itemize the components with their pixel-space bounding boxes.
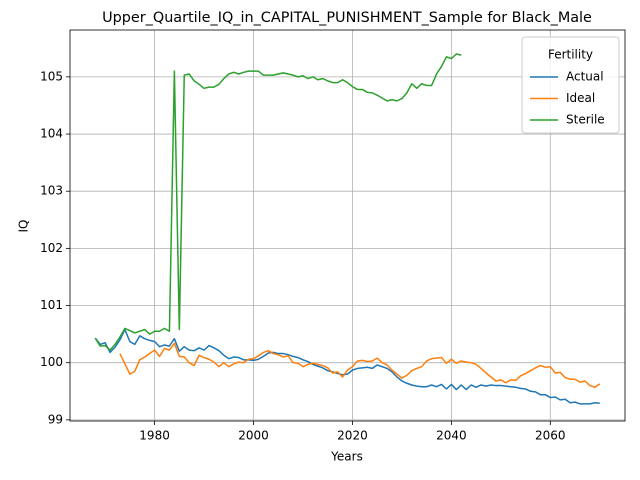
x-axis-label: Years bbox=[330, 450, 363, 464]
plot-frame bbox=[69, 29, 626, 422]
legend-label: Actual bbox=[566, 70, 604, 84]
x-tick-label: 2060 bbox=[535, 429, 566, 443]
legend-box bbox=[521, 36, 620, 134]
x-tick-label: 2040 bbox=[436, 429, 467, 443]
y-tick-label: 100 bbox=[40, 355, 63, 369]
y-tick-label: 101 bbox=[40, 298, 63, 312]
chart-title: Upper_Quartile_IQ_in_CAPITAL_PUNISHMENT_… bbox=[102, 10, 592, 26]
x-tick-label: 2000 bbox=[238, 429, 269, 443]
line-series bbox=[94, 328, 600, 405]
y-tick-label: 103 bbox=[40, 184, 63, 198]
y-tick-label: 105 bbox=[40, 69, 63, 83]
line-series bbox=[94, 53, 462, 351]
legend-title: Fertility bbox=[548, 48, 593, 62]
legend-label: Sterile bbox=[566, 113, 605, 127]
y-tick-label: 104 bbox=[40, 127, 63, 141]
x-tick-label: 1980 bbox=[139, 429, 170, 443]
y-tick-label: 102 bbox=[40, 241, 63, 255]
y-axis-label: IQ bbox=[17, 220, 31, 233]
legend-label: Ideal bbox=[566, 91, 595, 105]
line-series bbox=[119, 342, 601, 389]
x-tick-label: 2020 bbox=[337, 429, 368, 443]
y-tick-label: 99 bbox=[48, 412, 63, 426]
